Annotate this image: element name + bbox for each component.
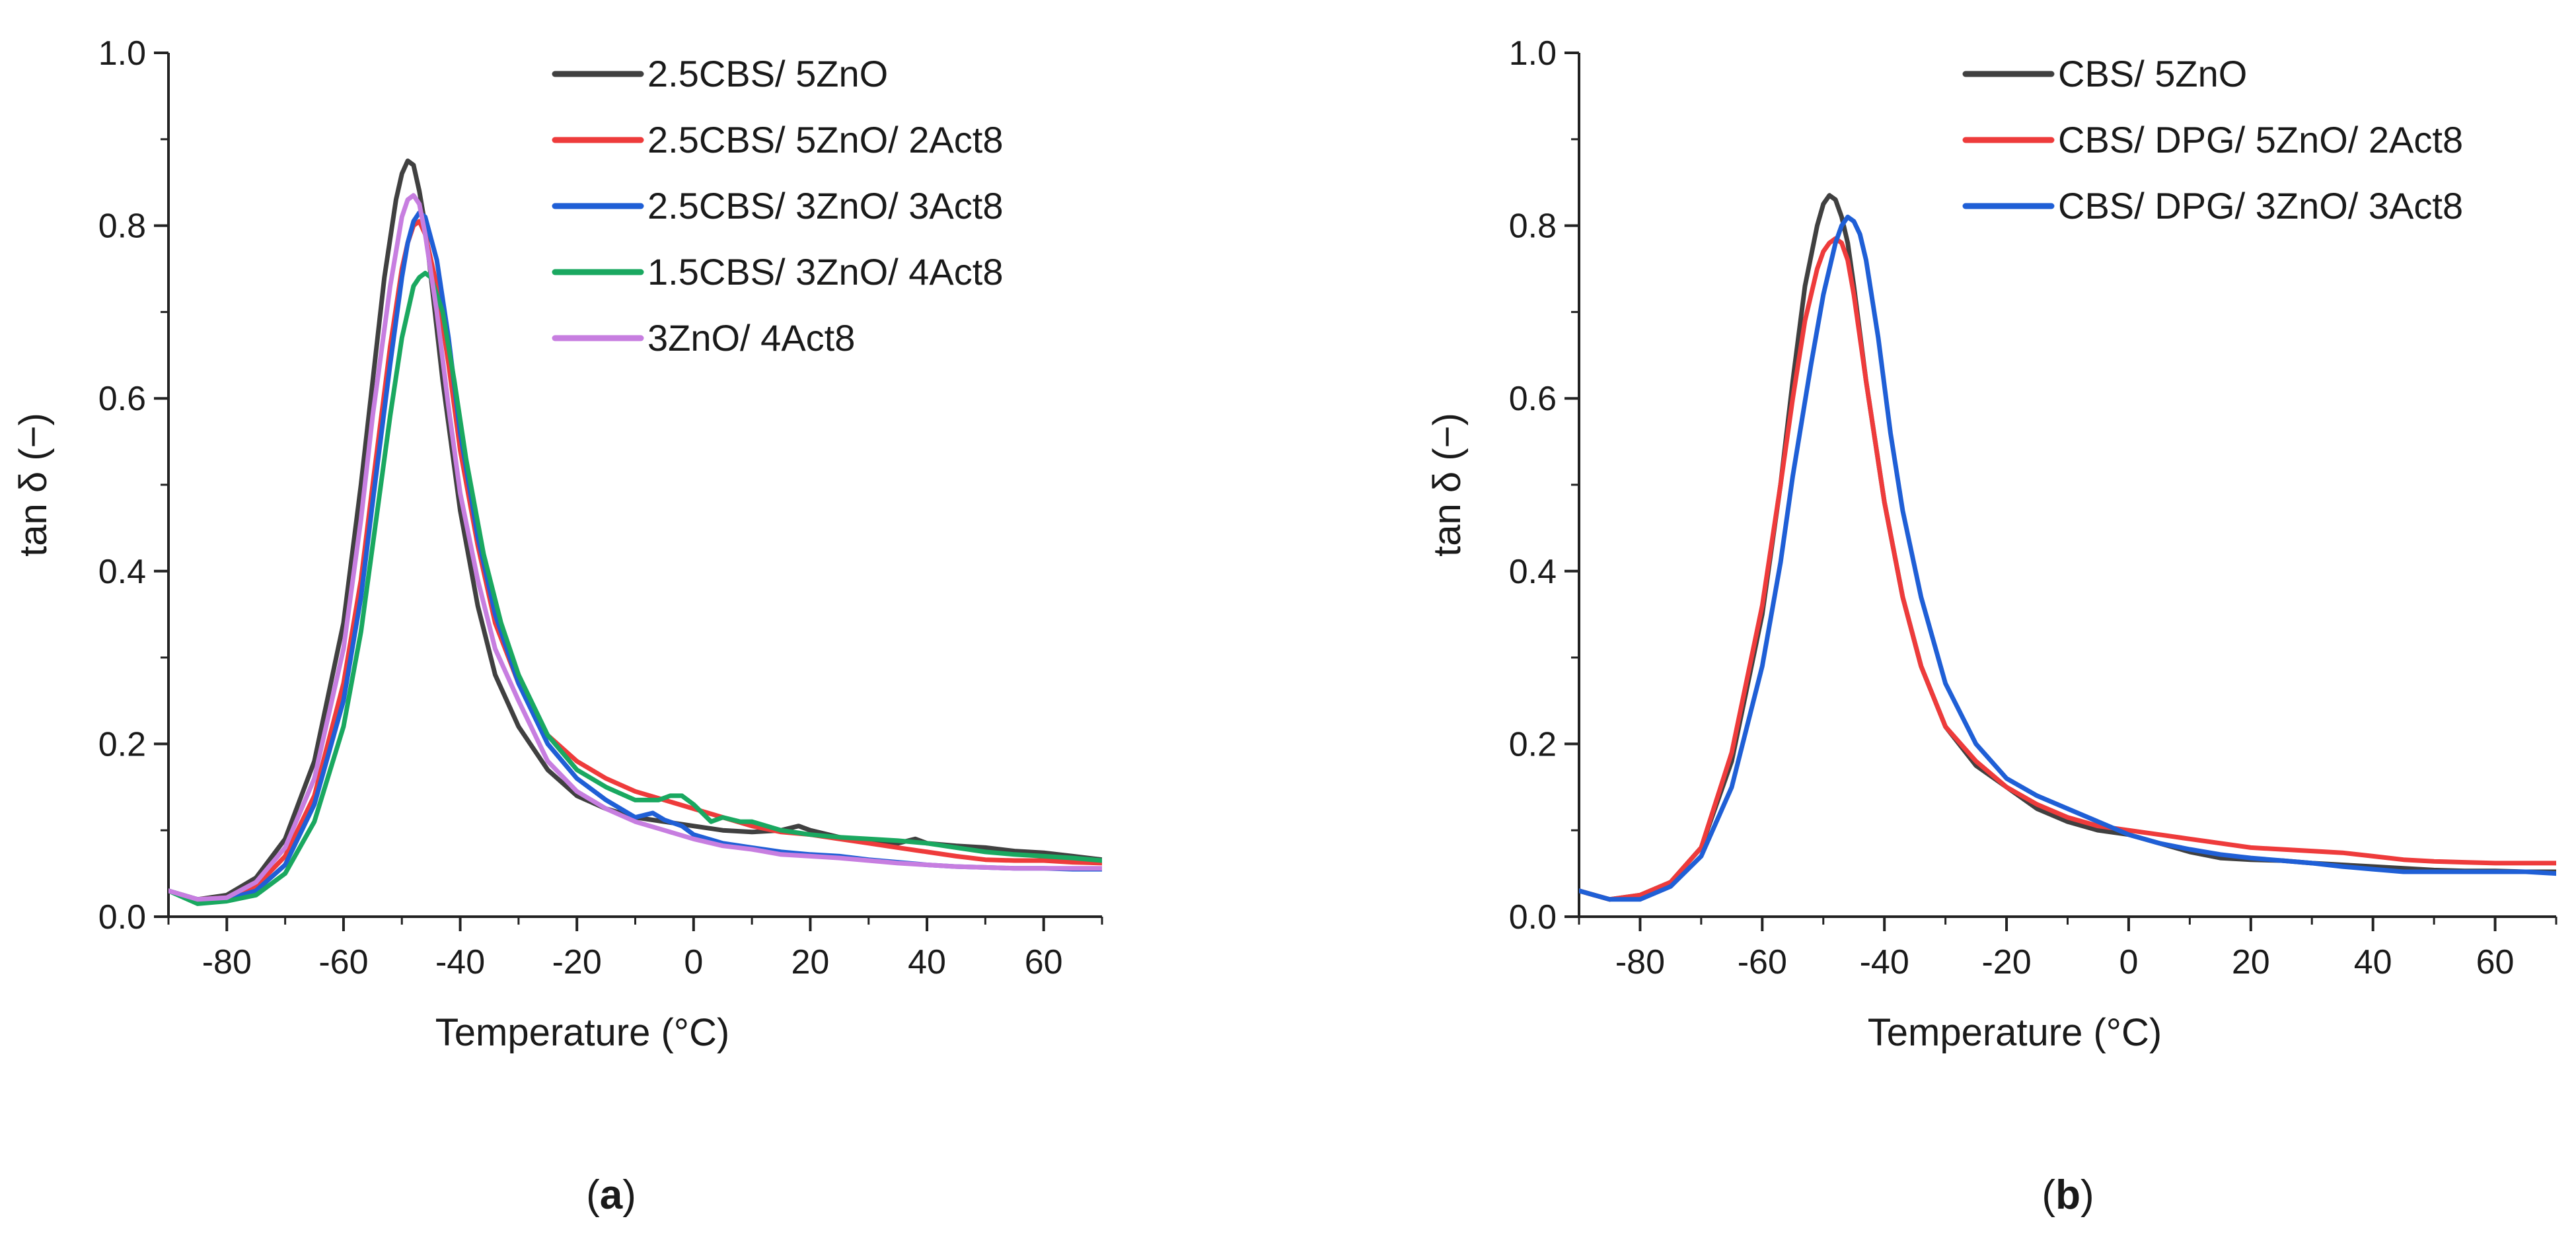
x-tick-label: 60 [2476,943,2515,981]
y-axis-label: tan δ (−) [12,413,55,557]
y-tick-label: 1.0 [1509,34,1557,73]
y-tick-label: 0.6 [98,380,146,418]
legend-entry: 2.5CBS/ 3ZnO/ 3Act8 [647,185,1003,227]
y-tick-label: 0.0 [98,898,146,937]
x-tick-label: 0 [684,943,703,981]
y-axis-label: tan δ (−) [1426,413,1469,557]
x-tick-label: 20 [791,943,830,981]
series-line-5 [168,193,1102,902]
x-tick-label: -40 [435,943,485,981]
panel-label: (b) [2042,1172,2094,1218]
x-tick-label: 20 [2232,943,2270,981]
y-tick-label: 0.0 [1509,898,1557,937]
x-tick-label: 0 [2119,943,2138,981]
series-group [1579,193,2556,902]
x-tick-label: -80 [1615,943,1665,981]
legend: 2.5CBS/ 5ZnO 2.5CBS/ 5ZnO/ 2Act8 2.5CBS/ 3… [552,53,1003,359]
series-line-2 [1579,236,2556,902]
x-tick-label: 40 [2354,943,2392,981]
legend-entry: CBS/ DPG/ 5ZnO/ 2Act8 [2058,119,2463,160]
y-tick-label: 0.2 [1509,725,1557,763]
x-axis-label: Temperature (°C) [1868,1011,2162,1054]
series-group [168,159,1102,906]
x-axis-label: Temperature (°C) [435,1011,729,1054]
y-tick-label: 0.4 [1509,553,1557,591]
legend: CBS/ 5ZnO CBS/ DPG/ 5ZnO/ 2Act8 CBS/ DPG/ … [1962,53,2463,227]
series-line-4 [168,271,1102,906]
chart-panel-b: -80 -60 -40 -20 0 20 40 60 0.0 0.2 0.4 0.6 0.8 1.0 Tem… [1426,34,2558,1218]
y-tick-label: 0.4 [98,553,146,591]
legend-entry: 2.5CBS/ 5ZnO/ 2Act8 [647,119,1003,160]
x-tick-label: -20 [552,943,602,981]
chart-panel-a: -80 -60 -40 -20 0 20 40 60 0.0 0.2 0.4 0.6 0.8 1.0 Tem… [12,34,1103,1218]
y-tick-label: 0.8 [1509,207,1557,246]
y-tick-label: 0.6 [1509,380,1557,418]
x-tick-label: -80 [202,943,252,981]
x-tick-label: 60 [1025,943,1063,981]
y-tick-label: 0.2 [98,725,146,763]
x-tick-label: 40 [908,943,946,981]
x-tick-label: -20 [1981,943,2031,981]
x-tick-label: -60 [1738,943,1787,981]
legend-entry: CBS/ DPG/ 3ZnO/ 3Act8 [2058,185,2463,227]
legend-entry: 2.5CBS/ 5ZnO [647,53,888,94]
y-tick-label: 0.8 [98,207,146,246]
x-tick-label: -60 [318,943,368,981]
y-tick-label: 1.0 [98,34,146,73]
series-line-3 [1579,215,2556,902]
panel-label: (a) [586,1172,636,1218]
legend-entry: 1.5CBS/ 3ZnO/ 4Act8 [647,251,1003,293]
legend-entry: 3ZnO/ 4Act8 [647,317,855,359]
legend-entry: CBS/ 5ZnO [2058,53,2247,94]
x-tick-label: -40 [1860,943,1909,981]
